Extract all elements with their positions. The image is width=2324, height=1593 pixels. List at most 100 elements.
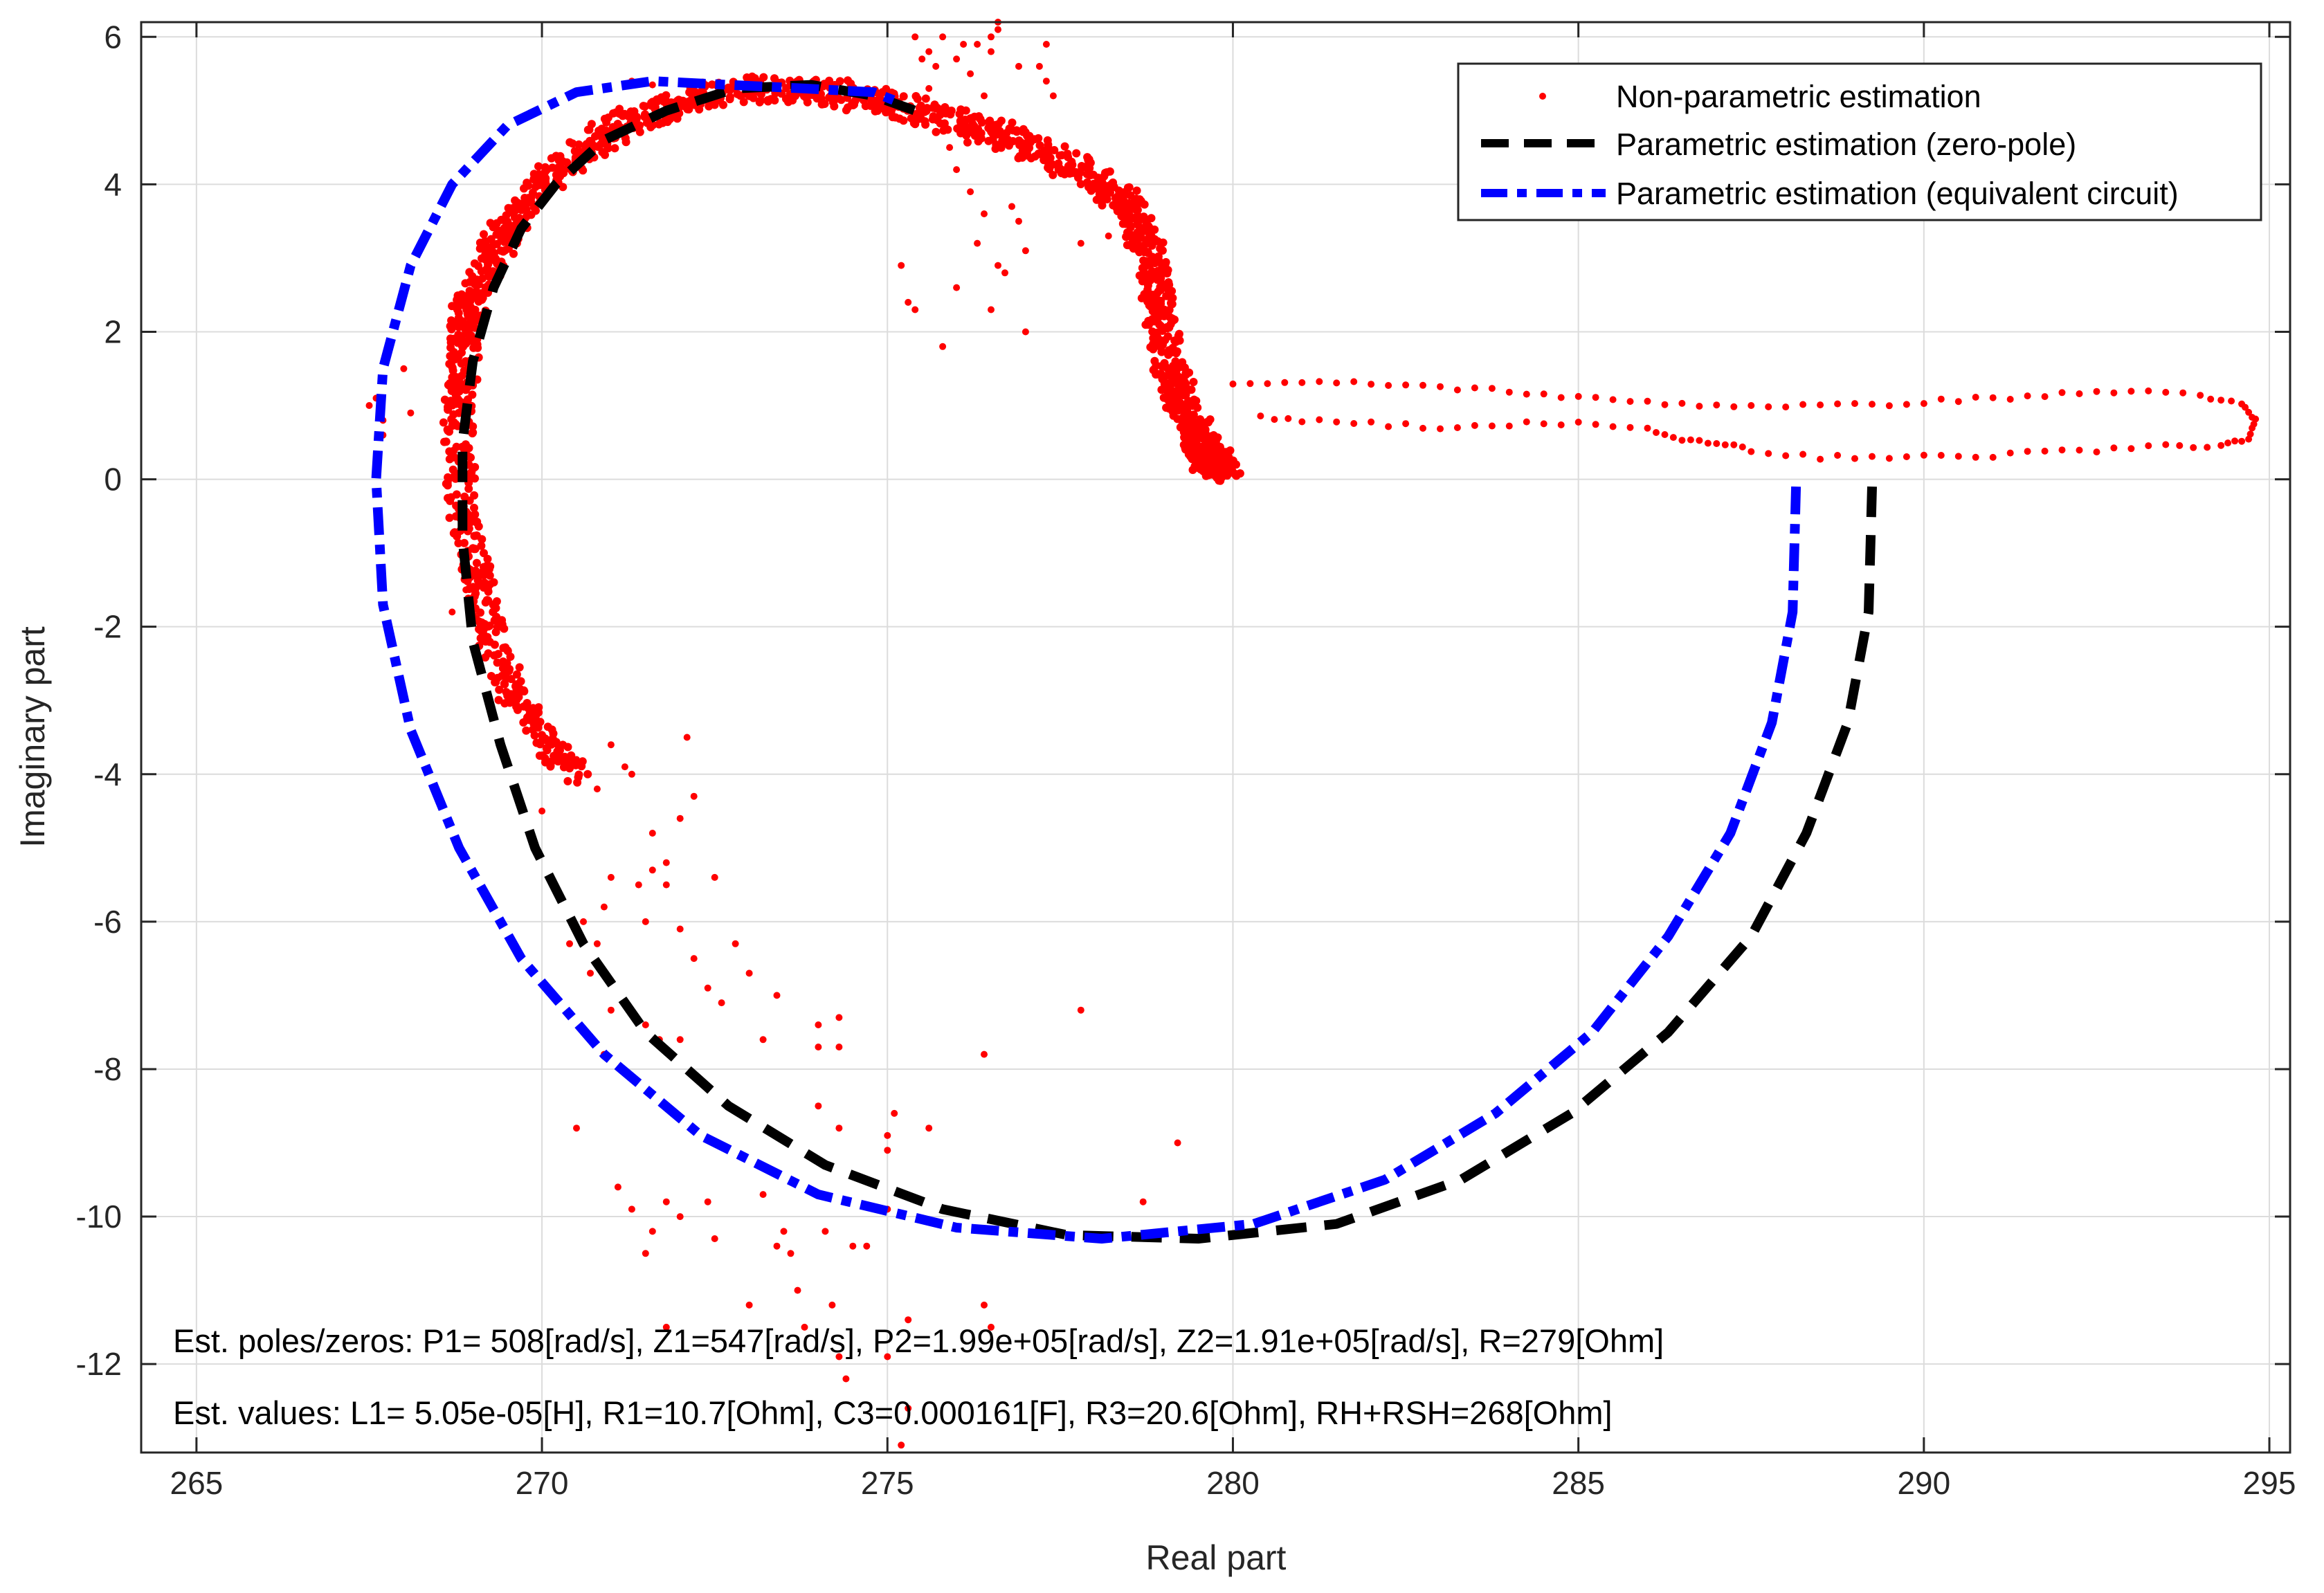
data-point bbox=[442, 437, 451, 446]
data-point bbox=[1851, 455, 1858, 462]
data-point bbox=[400, 365, 408, 372]
data-point bbox=[1015, 136, 1024, 145]
data-point bbox=[773, 992, 781, 999]
data-point bbox=[493, 650, 502, 659]
data-point bbox=[2127, 388, 2135, 395]
data-point bbox=[471, 474, 479, 483]
data-point bbox=[512, 680, 521, 689]
data-point bbox=[1264, 380, 1271, 388]
data-point bbox=[1765, 450, 1772, 457]
data-point bbox=[828, 1301, 836, 1309]
data-point bbox=[525, 716, 534, 725]
data-point bbox=[1022, 328, 1029, 336]
data-point bbox=[648, 830, 656, 837]
data-point bbox=[458, 336, 467, 345]
data-point bbox=[1523, 390, 1530, 398]
data-point bbox=[1132, 235, 1141, 244]
data-point bbox=[1747, 402, 1755, 409]
legend-label-equivalent-circuit: Parametric estimation (equivalent circui… bbox=[1616, 176, 2179, 211]
data-point bbox=[1077, 1006, 1084, 1014]
data-point bbox=[563, 158, 572, 167]
data-point bbox=[2024, 448, 2031, 455]
data-point bbox=[1015, 62, 1022, 70]
data-point bbox=[791, 91, 799, 100]
data-point bbox=[1172, 337, 1181, 346]
data-point bbox=[2242, 403, 2249, 411]
data-point bbox=[794, 1286, 801, 1294]
data-point bbox=[2224, 439, 2232, 447]
data-point bbox=[1609, 396, 1617, 403]
data-point bbox=[1207, 470, 1216, 479]
data-point bbox=[1159, 372, 1168, 381]
data-point bbox=[920, 117, 929, 126]
data-point bbox=[1057, 151, 1066, 160]
data-point bbox=[922, 107, 931, 116]
data-point bbox=[981, 1050, 988, 1058]
data-point bbox=[763, 97, 772, 106]
data-point bbox=[1094, 195, 1103, 204]
data-point bbox=[801, 1323, 808, 1331]
data-point bbox=[455, 408, 463, 417]
data-point bbox=[880, 104, 889, 113]
data-point bbox=[970, 112, 979, 121]
data-point bbox=[891, 1109, 898, 1117]
data-point bbox=[535, 752, 544, 760]
data-point bbox=[2041, 393, 2049, 401]
data-point bbox=[648, 866, 656, 874]
data-point bbox=[1190, 430, 1199, 439]
data-point bbox=[528, 188, 537, 197]
data-point bbox=[463, 576, 472, 585]
data-point bbox=[1713, 401, 1721, 409]
data-point bbox=[1989, 453, 1997, 461]
data-point bbox=[1385, 423, 1392, 430]
data-point bbox=[1626, 424, 1634, 431]
zero-pole-curve bbox=[457, 80, 1877, 1244]
data-point bbox=[497, 235, 506, 244]
data-point bbox=[465, 268, 474, 277]
data-point bbox=[905, 1405, 912, 1412]
data-point bbox=[711, 1235, 718, 1242]
data-point bbox=[445, 359, 454, 368]
data-point bbox=[745, 970, 753, 977]
data-point bbox=[974, 239, 981, 247]
data-point bbox=[565, 138, 574, 147]
data-point bbox=[2204, 444, 2211, 451]
data-point bbox=[641, 102, 649, 111]
y-tick-label: 2 bbox=[104, 313, 122, 349]
data-point bbox=[2145, 387, 2152, 394]
data-point bbox=[467, 334, 476, 343]
data-point bbox=[1163, 269, 1172, 277]
plot-area bbox=[365, 19, 2260, 1449]
data-point bbox=[1168, 286, 1177, 295]
data-point bbox=[608, 122, 617, 131]
data-point bbox=[1167, 295, 1176, 304]
data-point bbox=[472, 531, 481, 540]
data-point bbox=[506, 653, 515, 661]
data-point bbox=[1747, 448, 1755, 455]
data-point bbox=[787, 1250, 795, 1257]
data-point bbox=[1505, 388, 1513, 396]
data-point bbox=[1083, 178, 1091, 187]
data-point bbox=[1678, 437, 1686, 444]
equivalent-circuit-curve bbox=[371, 76, 1801, 1244]
data-point bbox=[1453, 424, 1461, 431]
data-point bbox=[1136, 246, 1144, 255]
data-point bbox=[469, 275, 478, 284]
data-point bbox=[821, 1228, 829, 1235]
data-point bbox=[499, 644, 508, 653]
data-point bbox=[1112, 203, 1121, 212]
data-point bbox=[995, 26, 1001, 33]
data-point bbox=[1231, 459, 1240, 468]
data-point bbox=[621, 138, 630, 147]
data-point bbox=[1954, 398, 1962, 406]
data-point bbox=[1148, 253, 1156, 262]
data-point bbox=[1169, 411, 1178, 420]
legend: Non-parametric estimation Parametric est… bbox=[1457, 62, 2262, 221]
data-point bbox=[440, 395, 449, 404]
data-point bbox=[468, 429, 477, 438]
data-point bbox=[991, 120, 1000, 129]
data-point bbox=[981, 92, 988, 100]
data-point bbox=[1284, 415, 1292, 422]
data-point bbox=[1125, 205, 1134, 214]
data-point bbox=[925, 84, 933, 92]
